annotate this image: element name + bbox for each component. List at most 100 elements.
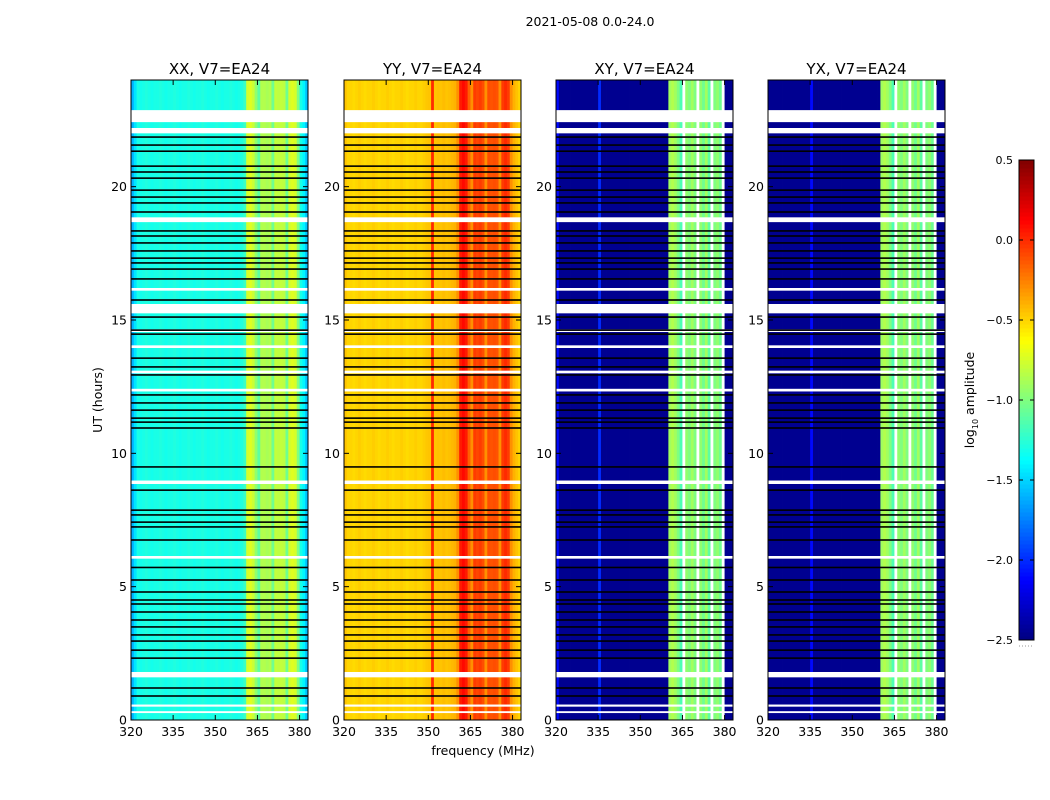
heatmap-cell — [209, 80, 213, 720]
black-line-row — [556, 579, 733, 581]
colorbar-segment — [1019, 256, 1034, 261]
heatmap-cell — [600, 80, 605, 720]
colorbar-segment — [1019, 308, 1034, 313]
flagged-row — [131, 288, 308, 291]
black-line-row — [768, 235, 945, 237]
black-line-row — [556, 171, 733, 173]
x-tick-label: 320 — [756, 724, 780, 739]
black-line-row — [556, 427, 733, 429]
black-line-row — [344, 409, 521, 411]
heatmap-cell — [936, 80, 940, 720]
heatmap-cell — [615, 80, 619, 720]
heatmap-cell — [651, 80, 655, 720]
heatmap-cell — [492, 80, 497, 720]
black-line-row — [556, 514, 733, 516]
black-line-row — [344, 357, 521, 359]
colorbar-segment — [1019, 376, 1034, 381]
heatmap-cell — [456, 80, 460, 720]
black-line-row — [556, 466, 733, 468]
panel-title: YX, V7=EA24 — [805, 60, 906, 78]
colorbar-segment — [1019, 396, 1034, 401]
black-line-row — [768, 657, 945, 659]
flagged-row — [556, 217, 733, 223]
black-line-row — [556, 611, 733, 613]
heatmap-cell — [787, 80, 791, 720]
colorbar-segment — [1019, 372, 1034, 377]
colorbar-segment — [1019, 480, 1034, 485]
heatmap-cell — [133, 80, 138, 720]
heatmap-cell — [473, 80, 477, 720]
black-line-row — [556, 257, 733, 259]
flagged-row — [344, 217, 521, 223]
black-line-row — [556, 509, 733, 511]
black-line-row — [344, 466, 521, 468]
black-line-row — [768, 257, 945, 259]
black-line-row — [768, 619, 945, 621]
black-line-row — [344, 150, 521, 152]
flagged-row — [344, 480, 521, 484]
flagged-row — [768, 217, 945, 223]
flagged-row — [768, 672, 945, 678]
colorbar-segment — [1019, 284, 1034, 289]
black-line-row — [131, 357, 308, 359]
heatmap-cell — [274, 80, 278, 720]
black-line-row — [768, 278, 945, 280]
heatmap-cell — [512, 80, 516, 720]
heatmap-cell — [246, 80, 250, 720]
flagged-row — [131, 556, 308, 559]
black-line-row — [768, 539, 945, 541]
black-line-row — [556, 196, 733, 198]
colorbar-segment — [1019, 496, 1034, 501]
heatmap-cell — [397, 80, 401, 720]
black-line-row — [556, 402, 733, 404]
heatmap-cell — [690, 80, 695, 720]
black-line-row — [556, 599, 733, 601]
flagged-row — [768, 711, 945, 714]
heatmap-cell — [495, 80, 499, 720]
panel-frame — [130, 79, 309, 721]
heatmap-cell — [279, 80, 284, 720]
black-line-row — [556, 268, 733, 270]
flagged-row — [556, 128, 733, 134]
black-line-row — [344, 165, 521, 167]
heatmap-cell — [288, 80, 292, 720]
heatmap-cell — [414, 80, 418, 720]
black-line-row — [344, 489, 521, 491]
heatmap-cell — [170, 80, 174, 720]
flagged-row — [344, 388, 521, 392]
heatmap-cell — [243, 80, 247, 720]
flagged-row — [556, 110, 733, 123]
black-line-row — [131, 687, 308, 689]
black-line-row — [768, 695, 945, 697]
colorbar-segment — [1019, 348, 1034, 353]
black-line-row — [768, 402, 945, 404]
colorbar-segment — [1019, 220, 1034, 225]
flagged-row — [556, 345, 733, 348]
black-line-row — [131, 250, 308, 252]
heatmap-cell — [564, 80, 568, 720]
colorbar-segment — [1019, 304, 1034, 309]
black-line-row — [556, 649, 733, 651]
heatmap-cell — [484, 80, 488, 720]
black-line-row — [556, 242, 733, 244]
heatmap-cell — [567, 80, 571, 720]
colorbar-segment — [1019, 588, 1034, 593]
colorbar-segment — [1019, 508, 1034, 513]
colorbar-tick-label: 0.0 — [996, 234, 1014, 247]
flagged-row — [344, 128, 521, 134]
x-tick-label: 365 — [245, 724, 269, 739]
black-line-row — [556, 394, 733, 396]
black-line-row — [131, 235, 308, 237]
black-line-row — [556, 695, 733, 697]
colorbar-segment — [1019, 216, 1034, 221]
black-line-row — [556, 657, 733, 659]
black-line-row — [768, 591, 945, 593]
black-line-row — [344, 177, 521, 179]
black-line-row — [131, 599, 308, 601]
black-line-row — [131, 526, 308, 528]
black-line-row — [344, 619, 521, 621]
colorbar-segment — [1019, 380, 1034, 385]
black-line-row — [344, 657, 521, 659]
black-line-row — [131, 196, 308, 198]
heatmap-cell — [518, 80, 522, 720]
